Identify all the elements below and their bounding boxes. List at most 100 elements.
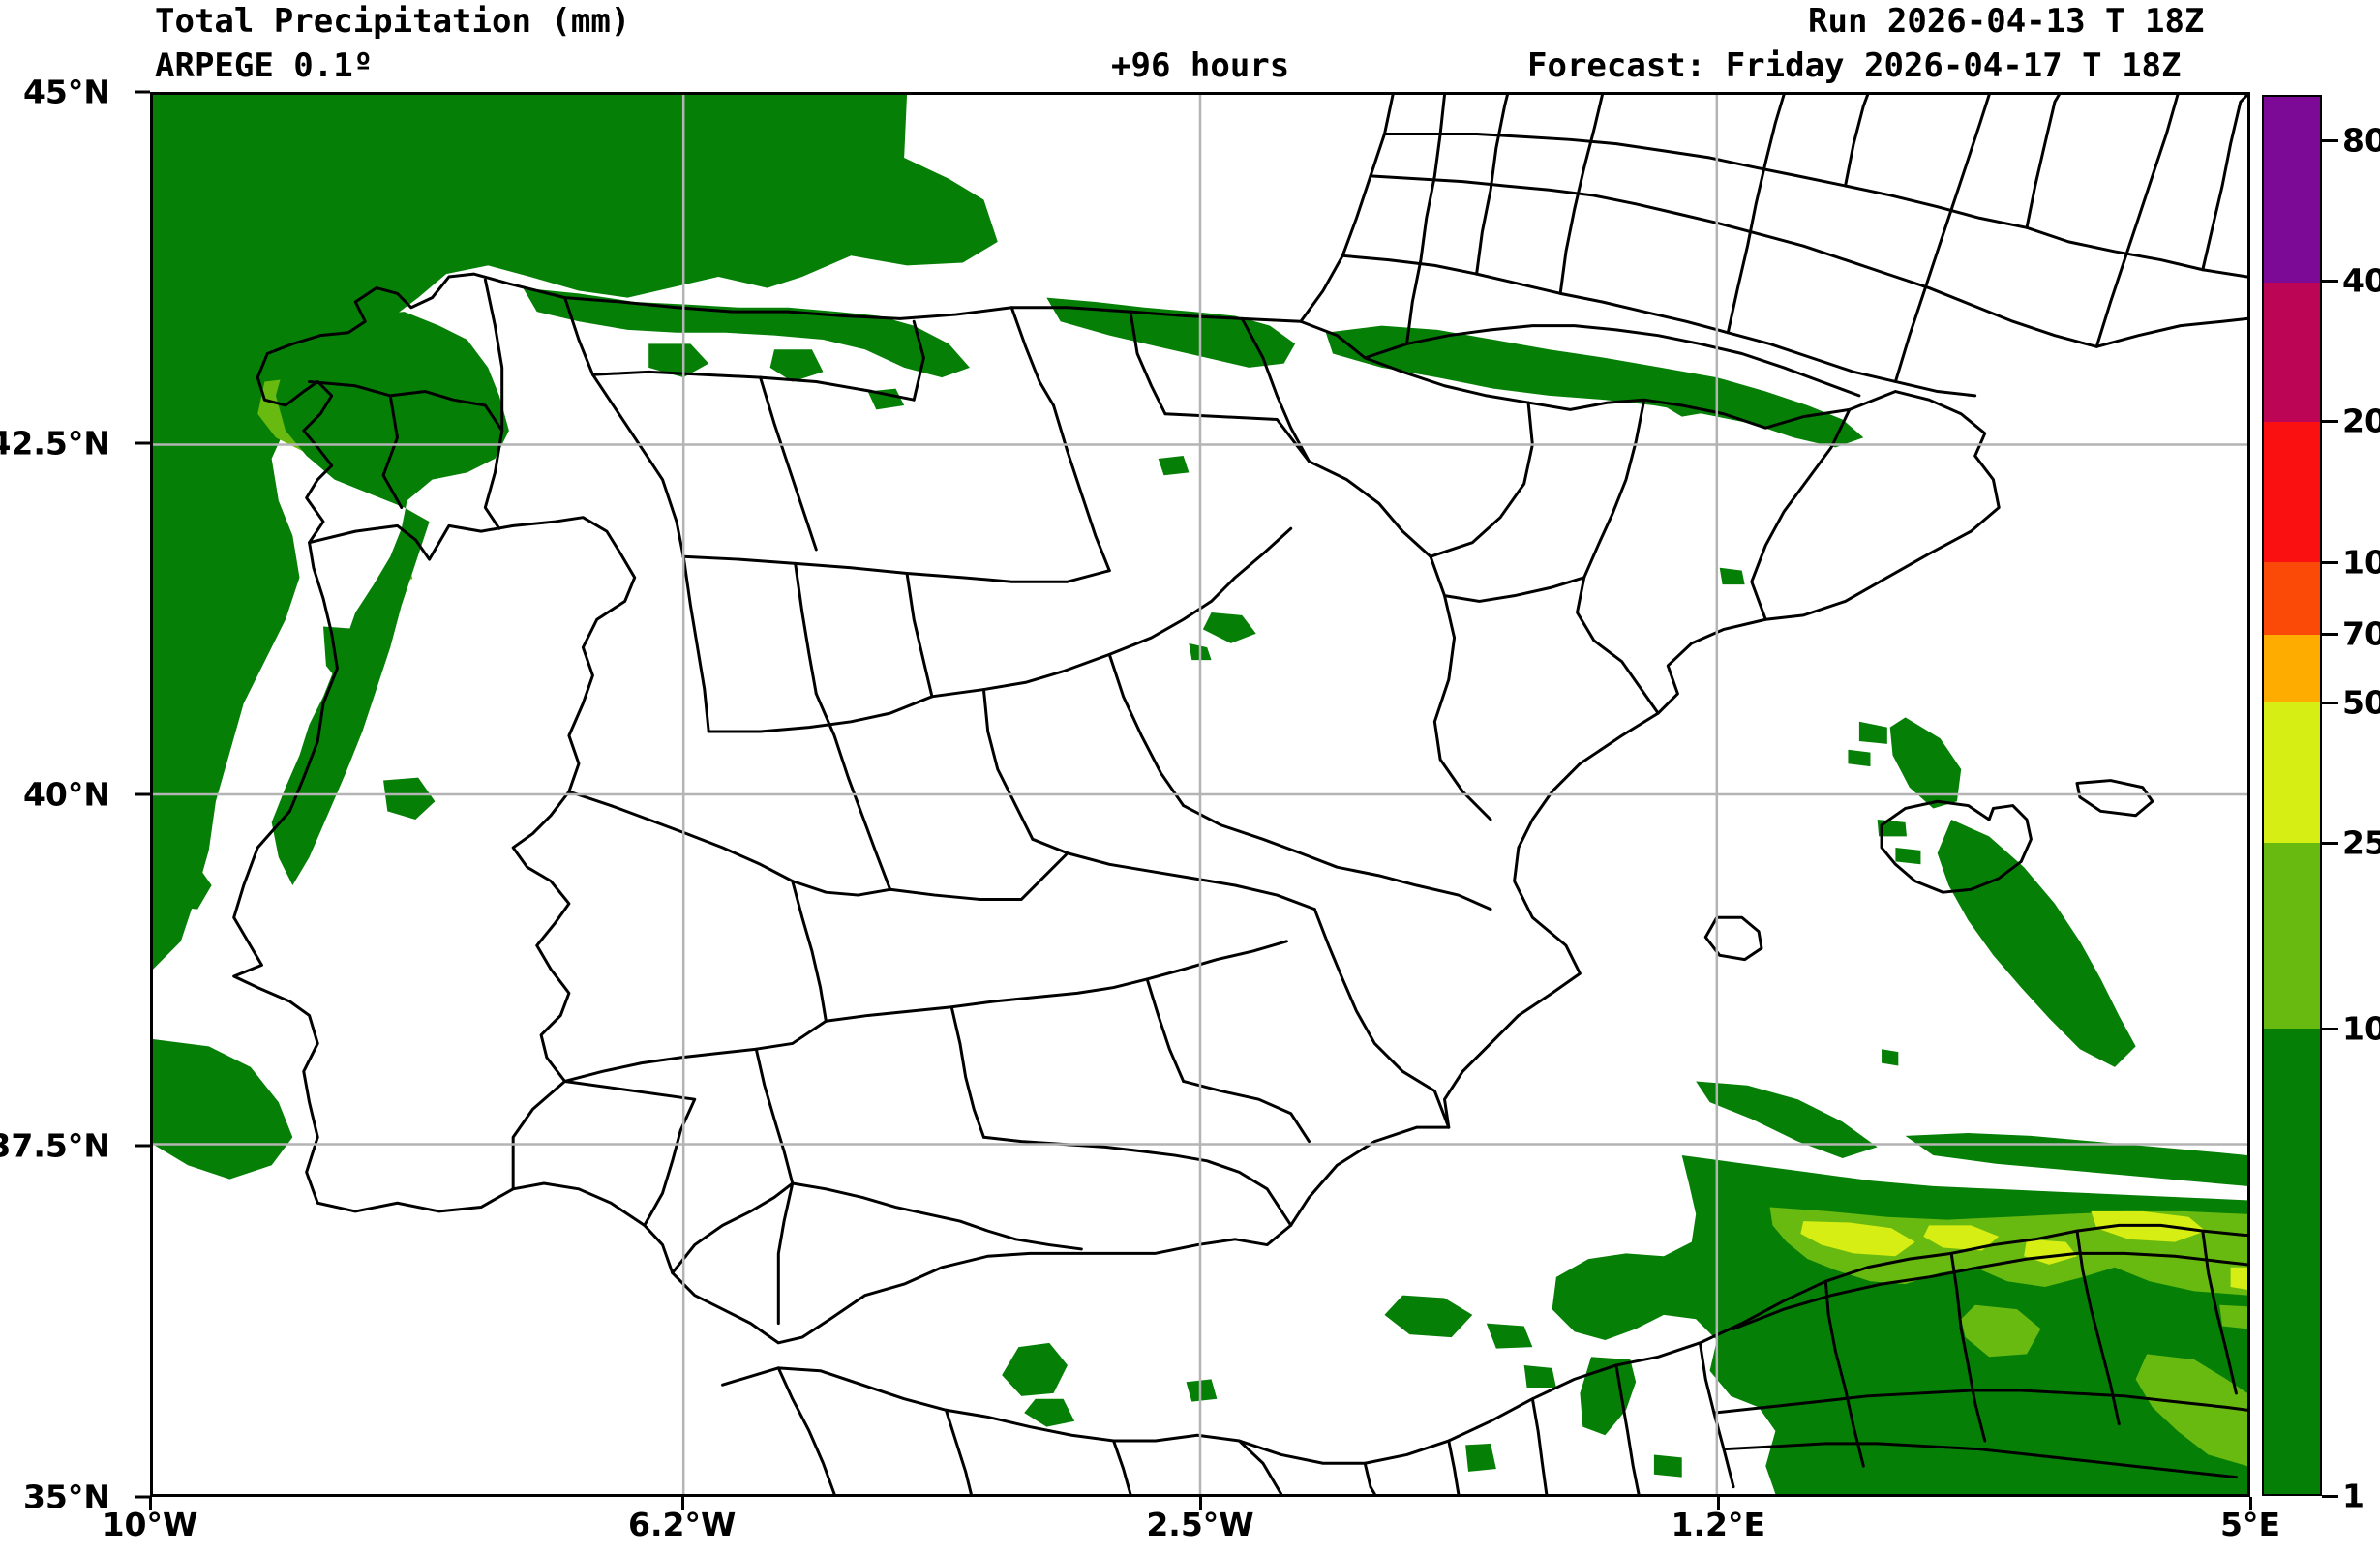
admin-boundary-38 — [949, 1005, 985, 1139]
colorbar-tick-label: 10 — [2342, 1009, 2380, 1048]
precip-algeria-core-central — [1923, 1225, 2000, 1251]
admin-boundary-43 — [671, 1181, 795, 1275]
admin-boundary-36 — [824, 940, 1288, 1023]
lead-time-label: +96 hours — [1111, 46, 1290, 85]
colorbar-tick-mark — [2322, 138, 2338, 142]
colorbar-tick-label: 100 — [2342, 543, 2380, 582]
longitude-tick-label: 2.5°W — [1146, 1506, 1254, 1543]
longitude-tick-mark — [1199, 1497, 1202, 1510]
precip-catalonia-patch — [1719, 567, 1745, 585]
france-boundary-2 — [1369, 174, 2247, 348]
algeria-boundary-10 — [1530, 1397, 1549, 1494]
admin-boundary-34 — [791, 880, 828, 1023]
algeria-boundary-2 — [1949, 1251, 1987, 1443]
precip-algeria-ne-ext — [1905, 1132, 2247, 1186]
precip-rif-cell-6 — [1580, 1357, 1637, 1436]
latitude-tick-mark — [135, 1144, 150, 1148]
admin-boundary-12 — [605, 394, 685, 558]
latitude-tick-label: 42.5°N — [0, 424, 110, 463]
admin-boundary-1 — [381, 394, 404, 510]
algeria-boundary-11 — [1614, 1363, 1641, 1494]
longitude-tick-mark — [149, 1497, 152, 1510]
precip-patch-atlantic-sw — [153, 1039, 293, 1180]
colorbar-band-25-50 — [2264, 702, 2320, 844]
precip-med-cell-small — [1882, 1049, 1899, 1066]
ibiza-coastline — [1703, 915, 1763, 962]
france-atlantic-coast — [1299, 95, 1395, 323]
precip-patch-atlantic-tiny — [239, 346, 268, 373]
algeria-boundary-9 — [1447, 1439, 1461, 1494]
mallorca-coastline — [1880, 799, 2033, 894]
latitude-tick-mark — [135, 441, 150, 445]
precip-rif-cell-8 — [1653, 1454, 1682, 1478]
algeria-boundary-5 — [1732, 1251, 2247, 1330]
admin-boundary-3 — [483, 278, 504, 433]
colorbar-tick-label: 400 — [2342, 261, 2380, 300]
admin-boundary-30 — [1312, 908, 1451, 1129]
france-boundary-5 — [1726, 95, 1786, 335]
admin-boundary-15 — [905, 572, 934, 699]
precip-balearic-north-cell — [1889, 717, 1962, 809]
colorbar-band-10-25 — [2264, 843, 2320, 1029]
france-boundary-4 — [1558, 95, 1604, 295]
colorbar-tick-label: 50 — [2342, 683, 2380, 722]
algeria-boundary-7 — [1722, 1442, 2238, 1479]
precip-algeria-mid-south — [1961, 1304, 2041, 1358]
longitude-tick-label: 10°W — [102, 1506, 198, 1543]
admin-boundary-45 — [563, 1079, 697, 1227]
algeria-boundary-3 — [2075, 1229, 2121, 1426]
precip-morocco-cell-2 — [1024, 1398, 1075, 1427]
admin-boundary-5 — [590, 370, 916, 402]
admin-boundary-14 — [681, 554, 1111, 583]
colorbar-band-50-70 — [2264, 634, 2320, 703]
admin-boundary-4 — [563, 296, 609, 398]
precip-balearic-small-1 — [1858, 721, 1887, 744]
latitude-tick-label: 35°N — [22, 1478, 110, 1516]
latitude-tick-label: 37.5°N — [0, 1126, 110, 1165]
france-boundary-0 — [1363, 324, 1861, 398]
latitude-tick-label: 45°N — [22, 73, 110, 111]
admin-boundary-26 — [1107, 652, 1186, 808]
france-boundary-3 — [1382, 133, 2247, 279]
map-plot-area — [150, 92, 2250, 1497]
morocco-boundary-3 — [1112, 1439, 1132, 1494]
precip-algeria-main — [1552, 1155, 2247, 1494]
morocco-boundary-2 — [944, 1408, 973, 1494]
forecast-timestamp-label: Forecast: Friday 2026-04-17 T 18Z — [1527, 46, 2182, 85]
morocco-algeria-border — [1237, 1439, 1283, 1494]
colorbar — [2262, 95, 2322, 1496]
north-africa-coastline — [721, 1223, 2247, 1465]
admin-boundary-20 — [1307, 460, 1432, 558]
precip-cantabrian-band — [523, 287, 970, 378]
admin-boundary-6 — [912, 319, 925, 402]
precip-pyrenees-patch-2 — [1653, 381, 1724, 417]
page-title: Total Precipitation (mm) — [155, 2, 631, 41]
france-boundary-11 — [2201, 95, 2247, 272]
precip-rif-cell-5 — [1523, 1364, 1556, 1389]
precip-algeria-mid-se — [2135, 1354, 2247, 1467]
admin-boundary-33 — [567, 790, 892, 897]
admin-boundary-9 — [1240, 316, 1311, 463]
admin-boundary-39 — [754, 1047, 795, 1185]
admin-boundary-44 — [1182, 1079, 1311, 1144]
colorbar-tick-mark — [2322, 420, 2338, 424]
precip-galicia-land — [271, 312, 509, 886]
longitude-tick-label: 5°E — [2219, 1506, 2281, 1543]
admin-boundary-13 — [1052, 403, 1111, 573]
colorbar-band-100-200 — [2264, 422, 2320, 563]
france-boundary-9 — [1405, 95, 1446, 345]
colorbar-band-1-10 — [2264, 1028, 2320, 1494]
admin-boundary-0 — [308, 379, 504, 433]
colorbar-tick-label: 200 — [2342, 402, 2380, 440]
longitude-tick-mark — [2249, 1497, 2252, 1510]
precip-algeria-north-ext — [1696, 1081, 1878, 1158]
admin-boundary-24 — [1429, 554, 1492, 821]
precip-algeria-mid-patch — [2219, 1304, 2247, 1329]
precip-morocco-cell-3 — [1186, 1379, 1218, 1402]
colorbar-tick-mark — [2322, 560, 2338, 564]
colorbar-tick-mark — [2322, 1028, 2338, 1031]
precip-rif-cell-2 — [1486, 1323, 1533, 1349]
morocco-boundary-1 — [776, 1366, 836, 1494]
colorbar-band-200-400 — [2264, 282, 2320, 423]
admin-boundary-23 — [1750, 407, 1852, 621]
